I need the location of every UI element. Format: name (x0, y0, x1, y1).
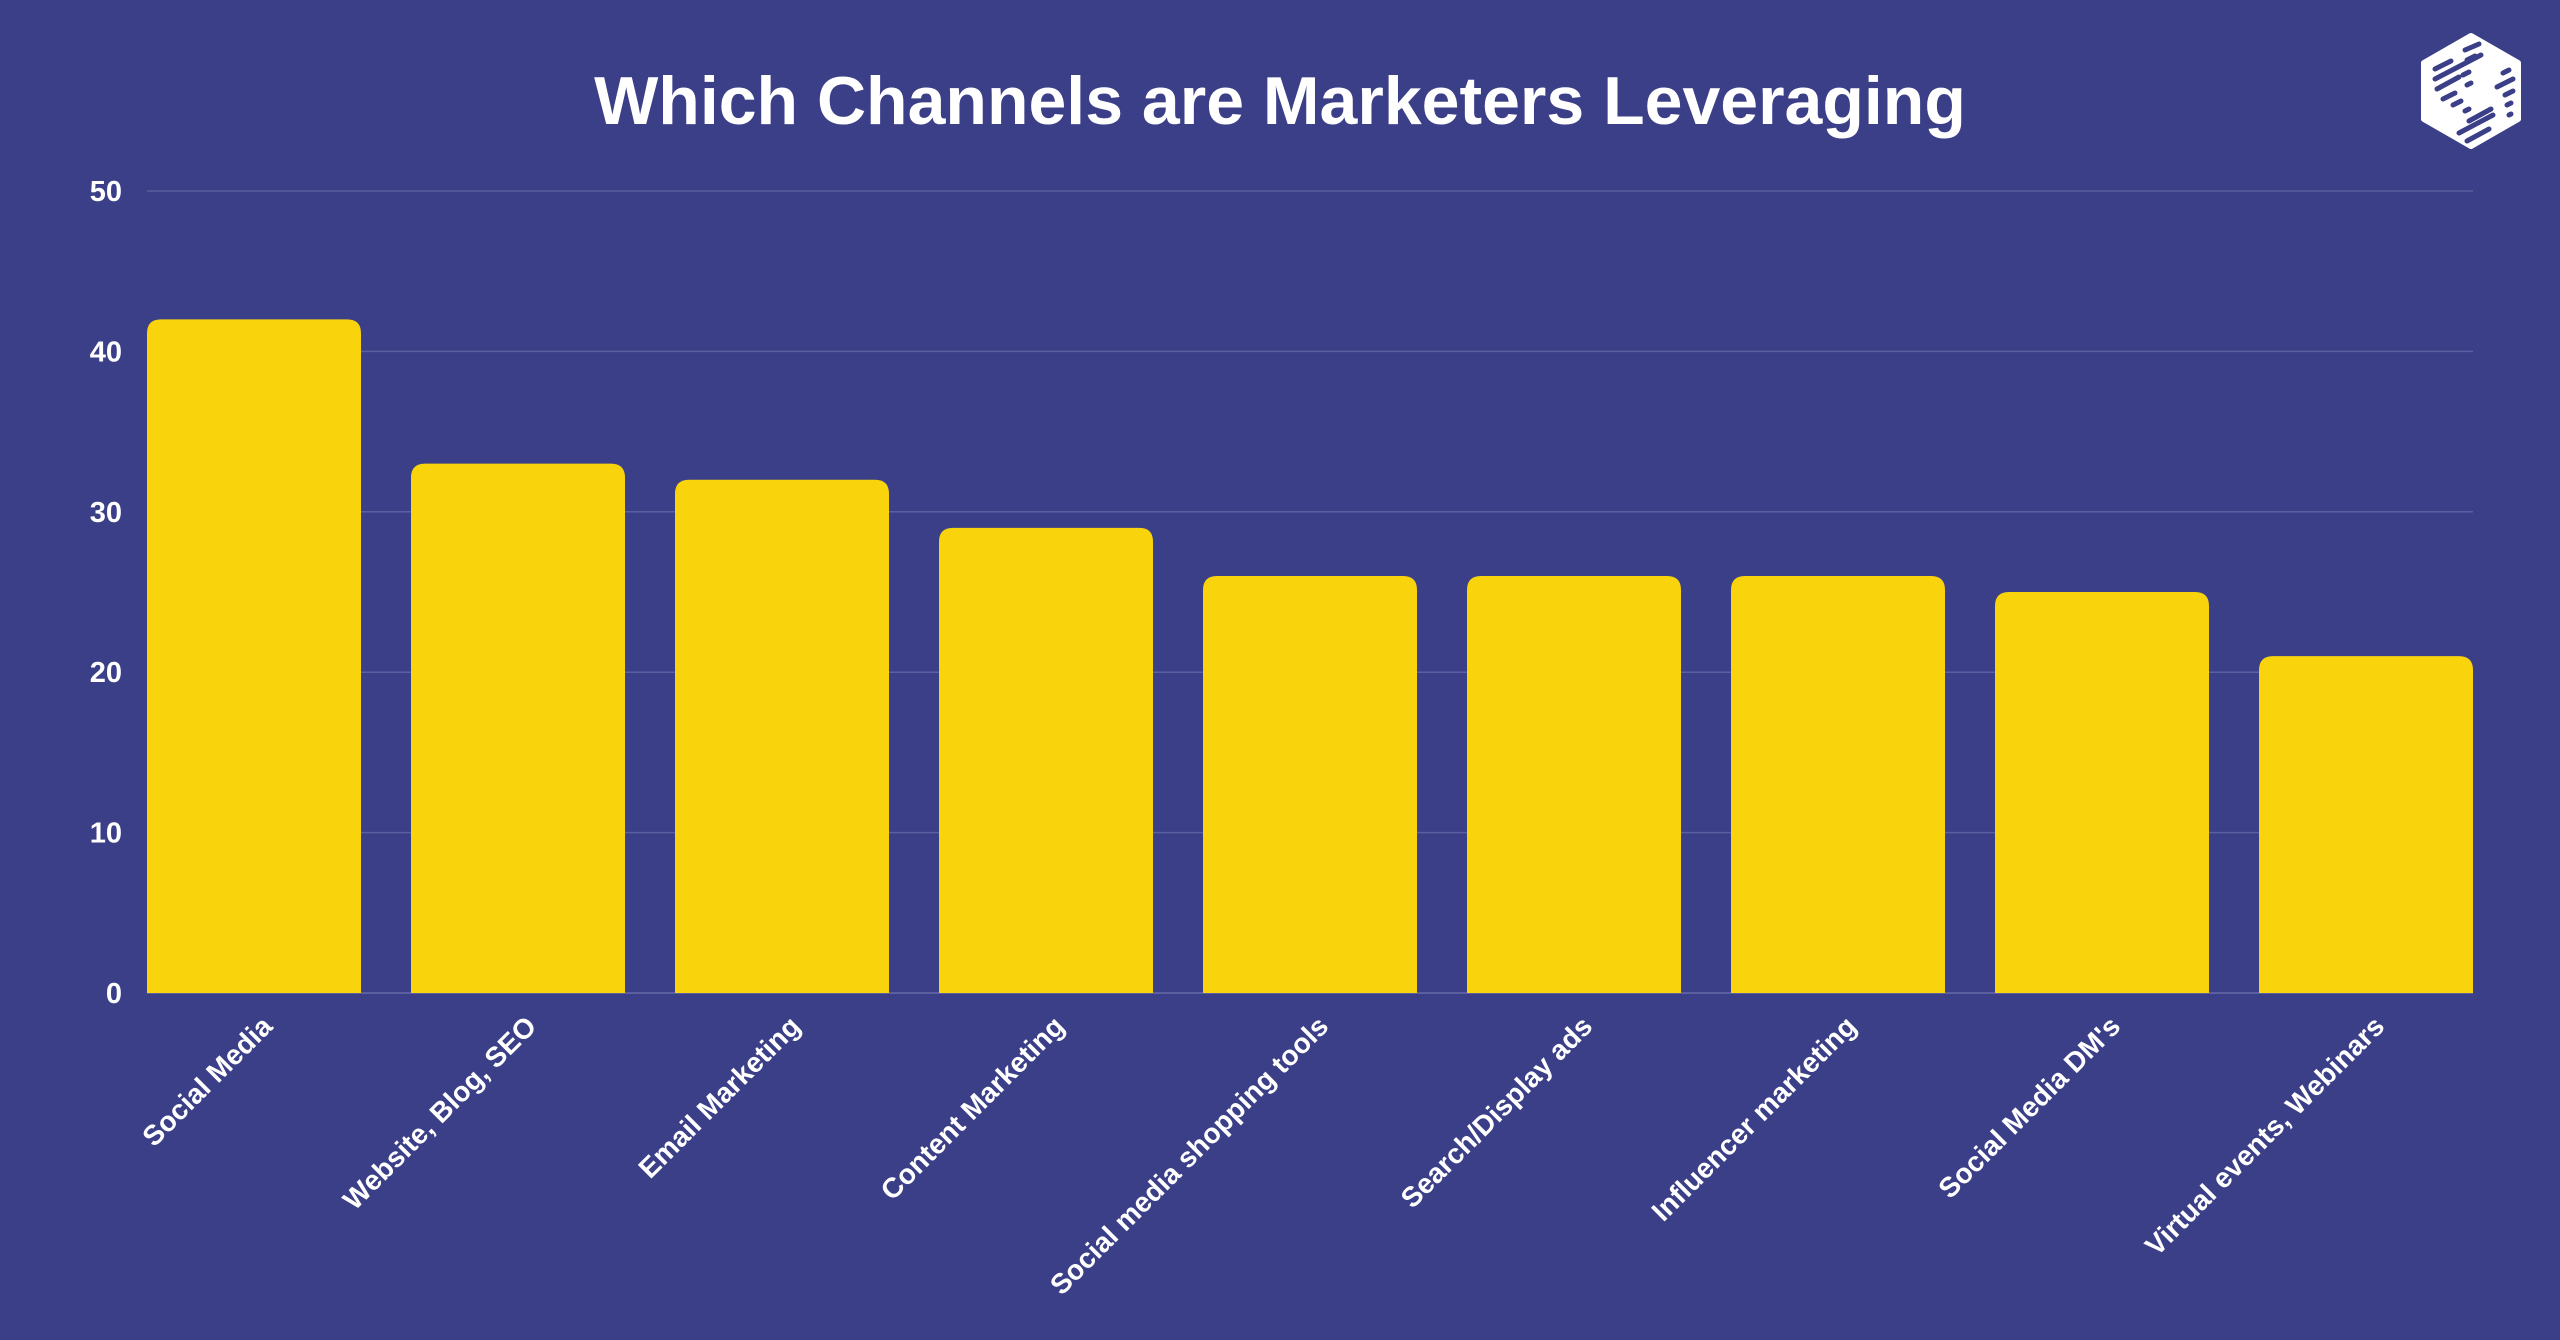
x-tick-label: Website, Blog, SEO (337, 1010, 542, 1215)
x-tick-label: Influencer marketing (1646, 1010, 1863, 1227)
bar (1203, 575, 1417, 993)
y-tick-label: 0 (106, 978, 122, 1010)
x-tick-label: Social Media DM's (1932, 1010, 2126, 1204)
y-tick-label: 40 (90, 336, 122, 368)
y-tick-label: 20 (90, 657, 122, 689)
bar (147, 319, 361, 993)
x-tick-label: Email Marketing (632, 1010, 806, 1184)
bar (1467, 575, 1681, 993)
bar (1995, 592, 2209, 993)
hexagon-logo-icon (2421, 33, 2521, 151)
chart-title: Which Channels are Marketers Leveraging (594, 63, 1966, 139)
y-tick-label: 50 (90, 176, 122, 208)
bar (939, 527, 1153, 993)
x-tick-label: Search/Display ads (1395, 1010, 1599, 1214)
bar (2259, 656, 2473, 993)
y-tick-label: 30 (90, 497, 122, 529)
y-tick-label: 10 (90, 818, 122, 850)
bars (147, 319, 2473, 994)
x-tick-label: Content Marketing (875, 1010, 1071, 1206)
x-tick-label: Social media shopping tools (1044, 1010, 1334, 1300)
x-tick-label: Social Media (136, 1010, 278, 1152)
y-axis: 0 10 20 30 40 50 (90, 176, 122, 1010)
bar (1731, 575, 1945, 993)
bar (675, 479, 889, 994)
bar (411, 463, 625, 993)
x-axis: Social Media Website, Blog, SEO Email Mark… (136, 1010, 2390, 1301)
x-tick-label: Virtual events, Webinars (2139, 1010, 2390, 1261)
